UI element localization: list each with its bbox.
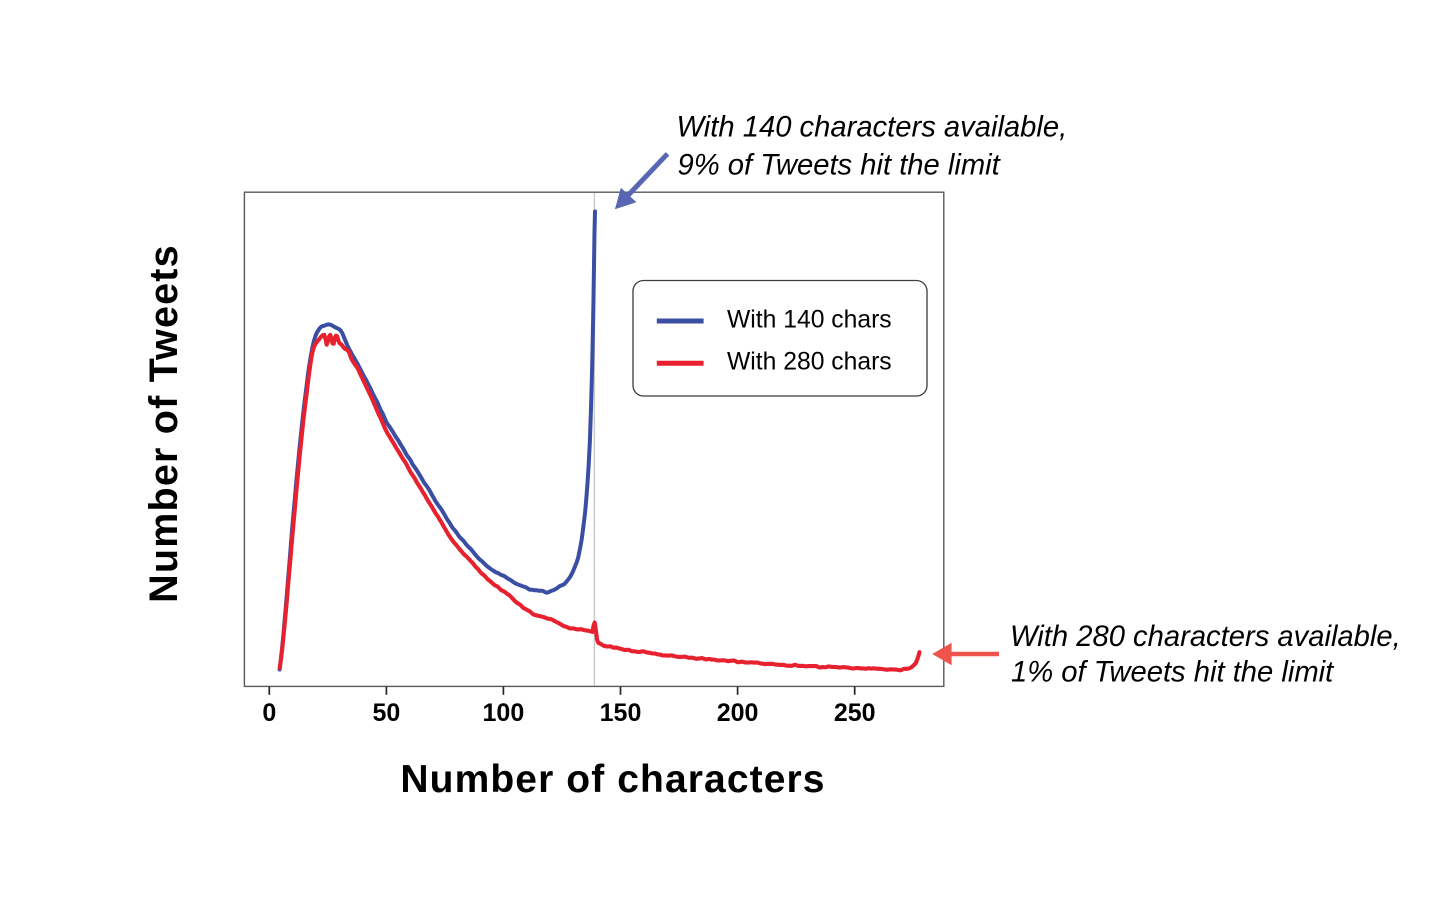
svg-text:Number of characters: Number of characters [400, 758, 825, 801]
svg-text:With 140 characters available,: With 140 characters available, [677, 112, 1068, 144]
svg-text:With 140 chars: With 140 chars [727, 306, 892, 333]
svg-text:9% of Tweets hit the limit: 9% of Tweets hit the limit [678, 150, 1002, 182]
svg-text:250: 250 [834, 699, 876, 727]
svg-text:200: 200 [717, 699, 759, 727]
svg-text:With 280 characters available,: With 280 characters available, [1010, 621, 1401, 653]
svg-text:50: 50 [372, 699, 400, 727]
svg-text:With 280 chars: With 280 chars [727, 349, 892, 376]
svg-text:100: 100 [483, 699, 525, 727]
svg-text:0: 0 [262, 699, 276, 727]
svg-text:150: 150 [600, 699, 642, 727]
svg-text:Number of Tweets: Number of Tweets [142, 244, 186, 603]
svg-text:1% of Tweets hit the limit: 1% of Tweets hit the limit [1011, 657, 1335, 689]
